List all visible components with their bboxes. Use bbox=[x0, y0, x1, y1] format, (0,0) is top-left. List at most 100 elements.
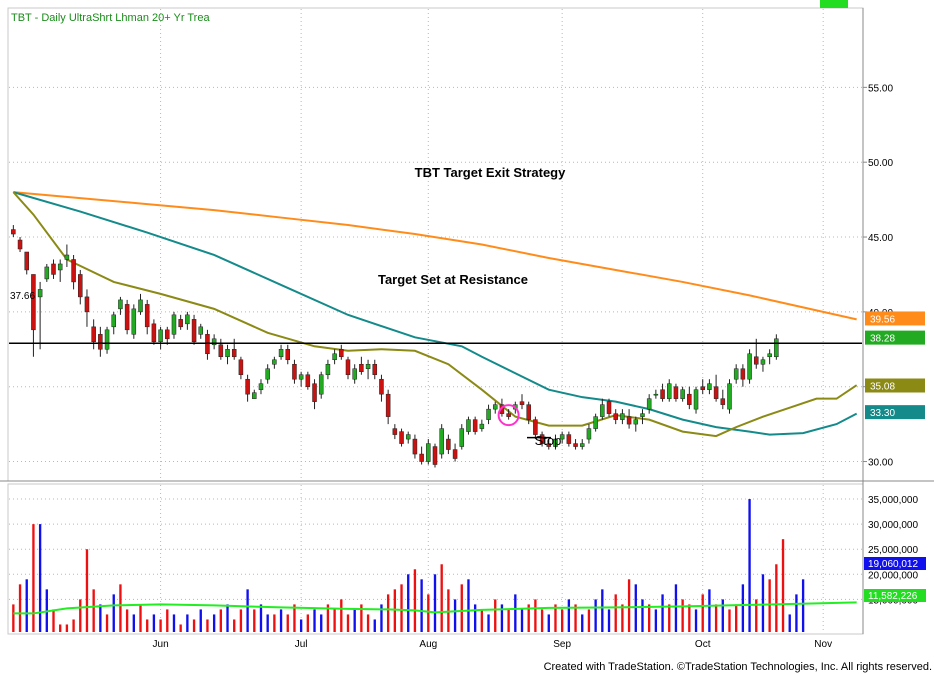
candle-body bbox=[379, 378, 384, 395]
target-annotation: Target Set at Resistance bbox=[378, 272, 528, 287]
candle bbox=[606, 398, 612, 417]
candle-body bbox=[747, 353, 752, 380]
volume-bar bbox=[607, 609, 611, 632]
candle-body bbox=[754, 356, 759, 365]
volume-bar bbox=[460, 584, 463, 632]
candle-body bbox=[372, 363, 378, 375]
candle-body bbox=[553, 438, 558, 447]
volume-bar bbox=[346, 614, 350, 632]
candle-body bbox=[272, 359, 277, 365]
avg-volume-value: 11,582,226 bbox=[868, 591, 918, 602]
volume-bar bbox=[748, 499, 751, 632]
volume-bar bbox=[105, 614, 109, 632]
price-tag-value: 39.56 bbox=[870, 314, 895, 325]
candle-body bbox=[278, 349, 284, 358]
price-tags: 39.56 38.28 35.08 33.30 bbox=[865, 311, 925, 420]
candle bbox=[158, 326, 163, 350]
candle bbox=[292, 359, 297, 384]
volume-bar bbox=[413, 569, 417, 632]
volume-bar bbox=[340, 599, 343, 632]
candle-body bbox=[339, 349, 344, 358]
volume-bar bbox=[560, 609, 564, 632]
volume-bar bbox=[152, 614, 156, 632]
volume-bar bbox=[32, 524, 35, 632]
volume-bar bbox=[79, 599, 82, 632]
candle bbox=[613, 409, 618, 425]
volume-bar bbox=[52, 609, 55, 632]
candle bbox=[312, 379, 317, 410]
candle bbox=[506, 409, 511, 420]
volume-bar bbox=[641, 599, 644, 632]
candle-body bbox=[399, 431, 404, 444]
candle bbox=[272, 356, 277, 369]
candle bbox=[51, 259, 56, 279]
candle-body bbox=[385, 393, 391, 417]
price-tag-value: 33.30 bbox=[870, 408, 895, 419]
candle-body bbox=[84, 296, 90, 313]
candle bbox=[252, 389, 257, 399]
candle bbox=[412, 434, 418, 459]
candle-body bbox=[559, 434, 565, 440]
volume-bar bbox=[627, 579, 631, 632]
candle-body bbox=[492, 404, 498, 410]
candle bbox=[633, 416, 639, 432]
candle-body bbox=[171, 314, 177, 335]
candle bbox=[687, 386, 692, 410]
volume-bar bbox=[125, 609, 129, 632]
candle-body bbox=[285, 349, 291, 361]
volume-bar bbox=[273, 614, 276, 632]
volume-bar bbox=[795, 594, 798, 632]
volume-bar bbox=[547, 614, 550, 632]
volume-bar bbox=[500, 604, 504, 632]
candle bbox=[626, 409, 632, 429]
candle bbox=[713, 374, 719, 402]
volume-bar bbox=[735, 604, 738, 632]
volume-bar bbox=[788, 614, 791, 632]
candle bbox=[466, 416, 471, 435]
candle-body bbox=[774, 338, 779, 358]
candle-body bbox=[533, 419, 538, 435]
candle bbox=[767, 349, 772, 365]
volume-bar bbox=[708, 589, 711, 632]
volume-bar bbox=[112, 594, 115, 632]
volume-bar bbox=[266, 614, 269, 632]
candle bbox=[673, 383, 679, 402]
volume-bar bbox=[212, 614, 216, 632]
candle bbox=[693, 386, 699, 414]
ma-line-ma_slow bbox=[13, 191, 857, 321]
candle bbox=[64, 244, 70, 267]
candle-body bbox=[593, 416, 598, 429]
candle bbox=[666, 379, 672, 402]
candle bbox=[472, 416, 478, 435]
candle-body bbox=[298, 374, 304, 380]
candle-body bbox=[78, 274, 83, 298]
candle bbox=[385, 389, 391, 425]
candle bbox=[298, 371, 304, 387]
stop-annotation: Stop bbox=[535, 433, 562, 448]
volume-bar bbox=[12, 604, 15, 632]
volume-bar bbox=[92, 589, 95, 632]
candle-body bbox=[446, 438, 451, 450]
candle-body bbox=[17, 239, 23, 250]
candle bbox=[37, 281, 43, 350]
volume-bar bbox=[514, 594, 517, 632]
volume-bar bbox=[192, 619, 196, 632]
candle bbox=[405, 431, 411, 444]
date-axis-labels: Jun Jul Aug Sep Oct Nov bbox=[153, 639, 833, 650]
candle bbox=[727, 379, 732, 414]
candle-body bbox=[426, 443, 431, 462]
volume-bar bbox=[714, 604, 718, 632]
candle-body bbox=[365, 363, 371, 369]
volume-bar bbox=[473, 604, 477, 632]
volume-bar bbox=[587, 609, 591, 632]
candle bbox=[747, 349, 752, 384]
candle-body bbox=[359, 363, 364, 372]
candle-body bbox=[292, 363, 297, 380]
date-label: Nov bbox=[814, 639, 832, 650]
resistance-value-label: 37.66 bbox=[10, 291, 35, 302]
candle bbox=[439, 424, 444, 459]
candle bbox=[680, 386, 685, 402]
candle-body bbox=[165, 329, 170, 340]
candle-body bbox=[472, 419, 478, 432]
